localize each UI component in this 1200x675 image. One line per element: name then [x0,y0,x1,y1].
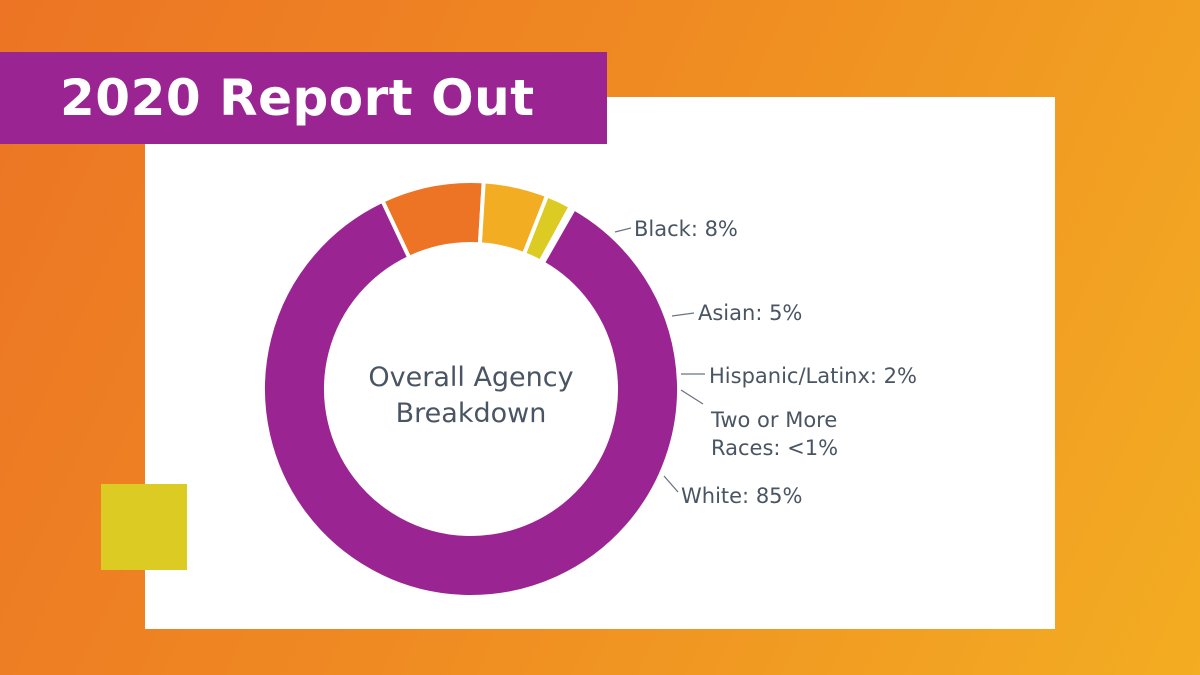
slice-labels: Black: 8% Asian: 5% Hispanic/Latinx: 2% Two… [634,217,917,508]
slice-label: Asian: 5% [698,301,802,325]
decorative-square [101,484,187,570]
leader-line [614,227,632,233]
page-title: 2020 Report Out [60,69,535,127]
center-label: Overall Agency Breakdown [368,362,573,429]
leader-line [671,312,695,317]
slice-label: White: 85% [681,484,803,508]
leader-line [663,475,679,493]
slice-label: Two or More Races: <1% [710,408,838,460]
leader-line [680,389,704,405]
leader-lines [614,227,705,493]
slice-label: Hispanic/Latinx: 2% [709,364,917,388]
slice-label: Black: 8% [634,217,738,241]
title-banner: 2020 Report Out [0,52,607,144]
donut-slices [261,179,681,599]
slice-white [261,198,681,599]
